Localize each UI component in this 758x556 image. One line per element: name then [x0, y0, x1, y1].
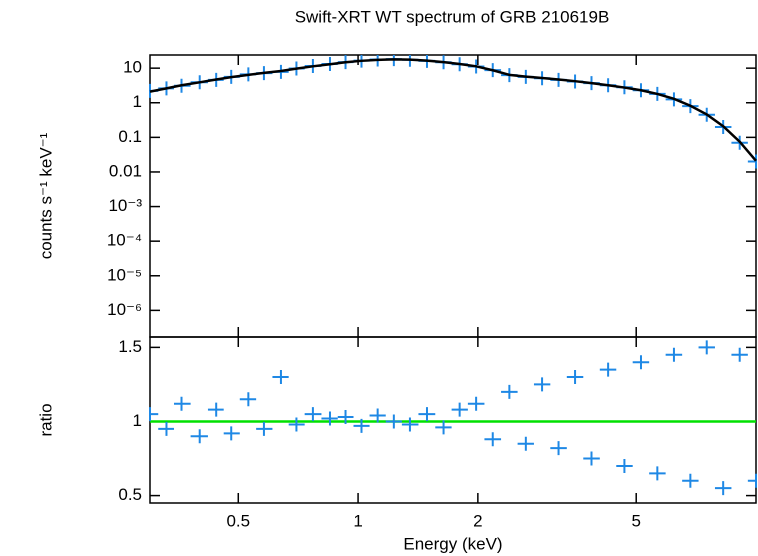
data-point: [369, 408, 386, 423]
y-tick-label: 10⁻⁶: [107, 300, 142, 319]
model-line: [149, 58, 757, 162]
data-point: [484, 432, 502, 447]
y-axis-label: ratio: [36, 403, 55, 436]
data-point: [173, 396, 191, 411]
data-point: [747, 154, 757, 169]
data-point: [747, 473, 757, 488]
y-tick-label: 10⁻³: [108, 196, 142, 215]
data-point: [698, 340, 715, 355]
data-point: [385, 414, 402, 429]
x-tick-label: 2: [473, 511, 482, 530]
y-tick-label: 10⁻⁴: [107, 231, 142, 250]
x-tick-label: 0.5: [226, 511, 250, 530]
data-point: [550, 441, 567, 456]
data-point: [272, 370, 289, 385]
data-point: [599, 362, 617, 377]
y-tick-label: 1.5: [118, 337, 142, 356]
data-point: [517, 436, 534, 451]
data-point: [632, 355, 650, 370]
data-point: [682, 473, 699, 488]
data-point: [288, 417, 305, 432]
y-tick-label: 0.01: [109, 161, 142, 180]
plot-frame: [149, 336, 757, 504]
x-tick-label: 1: [353, 511, 362, 530]
data-point: [566, 370, 584, 385]
data-point: [533, 377, 551, 392]
data-point: [731, 347, 748, 362]
data-point: [223, 426, 240, 441]
data-point: [616, 458, 633, 473]
data-point: [190, 429, 208, 444]
data-point: [501, 384, 518, 399]
data-point: [435, 420, 452, 435]
data-point: [353, 418, 370, 433]
data-point: [256, 421, 273, 436]
y-tick-label: 10⁻⁵: [107, 265, 142, 284]
x-axis-label: Energy (keV): [403, 534, 502, 553]
data-point: [304, 407, 322, 422]
y-axis-label: counts s⁻¹ keV⁻¹: [36, 132, 55, 259]
y-tick-label: 0.1: [118, 127, 142, 146]
data-point: [158, 421, 174, 436]
data-point: [665, 347, 683, 362]
y-tick-label: 0.5: [118, 485, 142, 504]
x-tick-label: 5: [631, 511, 640, 530]
data-point: [649, 466, 666, 481]
data-point: [418, 407, 436, 422]
data-point: [467, 396, 485, 411]
data-point: [583, 451, 600, 466]
data-point: [714, 481, 732, 496]
data-point: [239, 392, 257, 407]
data-point: [149, 407, 159, 422]
data-point: [451, 402, 468, 417]
data-point: [321, 411, 338, 426]
data-point: [337, 410, 354, 425]
data-point: [207, 402, 224, 417]
data-point: [401, 417, 419, 432]
y-tick-label: 10: [123, 58, 142, 77]
chart-title: Swift-XRT WT spectrum of GRB 210619B: [295, 7, 610, 26]
y-tick-label: 1: [133, 411, 142, 430]
y-tick-label: 1: [133, 92, 142, 111]
